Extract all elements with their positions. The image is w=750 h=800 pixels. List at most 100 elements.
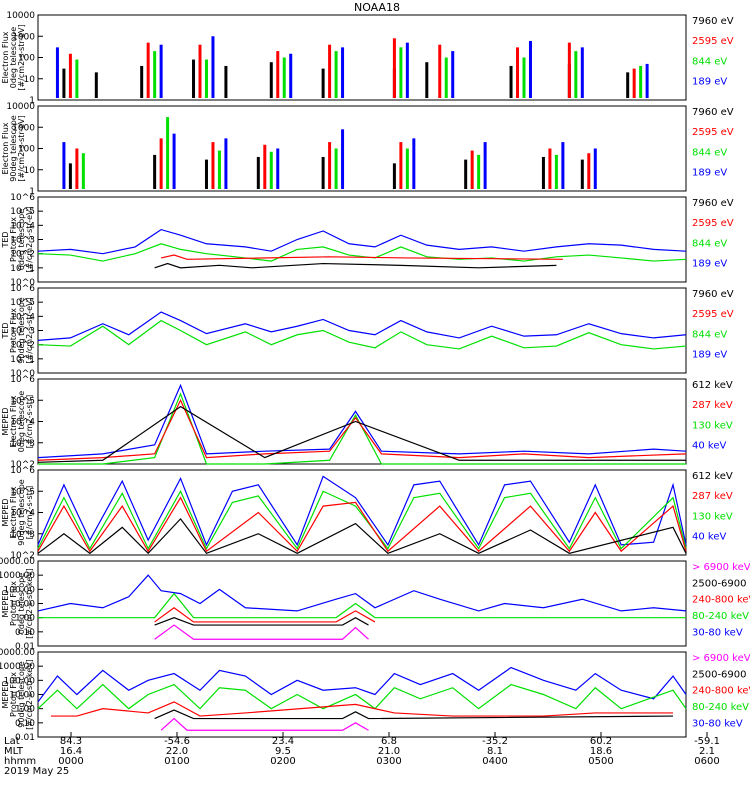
data-bar: [405, 148, 409, 189]
y-axis-label-line: Proton Flux: [9, 581, 18, 626]
y-tick-label: 100: [18, 145, 35, 155]
legend-entry: 130 keV: [692, 511, 733, 522]
data-bar: [289, 53, 293, 98]
data-bar: [554, 154, 558, 189]
y-axis-label: MEPED Proton Flux 0deg telescope [#/cm2-s-s…: [1, 568, 34, 639]
panel-frame: [37, 14, 687, 101]
legend-entry: 7960 eV: [692, 16, 734, 27]
data-bar: [68, 163, 72, 189]
y-axis-label-line: [#/cm2-s-str]: [25, 486, 34, 539]
data-bar: [593, 148, 597, 189]
time-tick-hhmm: 0300: [376, 756, 401, 767]
data-bar: [159, 44, 163, 98]
legend-entry: 612 keV: [692, 471, 733, 482]
series-line: [154, 262, 557, 269]
series-line: [37, 683, 687, 710]
y-axis-label-line: [#/cm2-s-str-eV]: [17, 115, 26, 181]
time-tick-mlt: 18.6: [590, 746, 612, 757]
data-bar: [392, 38, 396, 98]
data-bar: [580, 159, 584, 189]
data-bar: [645, 63, 649, 98]
data-bar: [412, 138, 416, 189]
y-tick-label: 0.01: [15, 642, 35, 652]
legend-entry: 2500-6900: [692, 578, 747, 589]
y-tick-label: 10^5: [10, 298, 35, 308]
y-axis-label: MEPED Electron Flux 0deg telescope [#/cm2-s…: [1, 391, 34, 452]
time-tick-mlt: 16.4: [60, 746, 82, 757]
data-bar: [217, 150, 221, 189]
data-bar: [62, 142, 66, 189]
time-tick-lat: 23.4: [272, 736, 294, 747]
data-bar: [438, 44, 442, 98]
data-bar: [282, 57, 286, 98]
data-bar: [587, 153, 591, 189]
data-bar: [509, 65, 513, 98]
y-tick-label: 10^5: [10, 487, 35, 497]
data-bar: [204, 159, 208, 189]
data-bar: [146, 42, 150, 98]
legend-entry: 7960 eV: [692, 198, 734, 209]
series-line: [37, 398, 687, 461]
y-tick-label: 1000.00: [0, 571, 35, 581]
y-axis-label-line: MEPED: [1, 681, 10, 709]
legend-entry: 2500-6900: [692, 669, 747, 680]
data-bar: [425, 62, 429, 98]
y-tick-label: 100: [18, 54, 35, 64]
data-bar: [639, 65, 643, 98]
legend-entry: 130 keV: [692, 420, 733, 431]
legend-entry: 287 keV: [692, 400, 733, 411]
legend-entry: 844 eV: [692, 329, 727, 340]
data-bar: [276, 148, 280, 189]
series-line: [37, 243, 687, 262]
data-bar: [159, 138, 163, 189]
data-bar: [464, 159, 468, 189]
data-bar: [580, 47, 584, 98]
y-axis-label-line: MEPED: [1, 408, 10, 436]
y-tick-label: 10: [24, 166, 36, 176]
legend-entry: 240-800 keV: [692, 686, 750, 697]
data-bar: [68, 53, 72, 98]
y-tick-label: 10.00: [9, 600, 35, 610]
legend-entry: 30-80 keV: [692, 718, 743, 729]
data-bar: [334, 51, 338, 98]
y-tick-label: 10^1: [10, 355, 35, 365]
y-axis-label-line: 0deg telescope: [9, 27, 18, 88]
y-tick-label: 10^6: [10, 466, 35, 476]
series-line: [37, 574, 687, 612]
y-axis-label-line: 90deg telescope: [17, 661, 26, 728]
y-tick-label: 10^6: [10, 375, 35, 385]
y-tick-label: 10^3: [10, 439, 35, 449]
data-bar: [75, 148, 79, 189]
y-tick-label: 10^4: [10, 312, 35, 322]
legend-entry: 40 keV: [692, 441, 726, 452]
data-bar: [399, 47, 403, 98]
time-tick-hhmm: 0100: [164, 756, 189, 767]
time-tick-lat: 84.3: [60, 736, 82, 747]
time-tick-lat: -35.2: [482, 736, 508, 747]
data-bar: [574, 51, 578, 98]
data-bar: [516, 47, 520, 98]
data-bar: [405, 42, 409, 98]
data-bar: [198, 44, 202, 98]
time-row-label: Lat: [4, 736, 20, 747]
series-line: [37, 517, 687, 555]
y-tick-label: 10: [24, 75, 36, 85]
y-tick-label: 10^4: [10, 221, 35, 231]
y-tick-label: 0.01: [15, 733, 35, 743]
series-line: [160, 254, 563, 260]
data-bar: [470, 150, 474, 189]
y-axis-label-line: Electron Flux: [9, 395, 18, 447]
series-line: [38, 592, 686, 619]
panel-6: 10^2 10^3 10^4 10^5 10^6 MEPED Electron Flux 90…: [1, 466, 733, 561]
y-tick-label: 10^3: [10, 530, 35, 540]
y-tick-label: 10000.00: [0, 557, 35, 567]
time-row-label: hhmm: [4, 756, 36, 767]
y-tick-label: 10^3: [10, 327, 35, 337]
data-bar: [541, 156, 545, 189]
y-tick-label: 0.10: [15, 719, 35, 729]
y-axis-label-line: Electron Flux: [9, 486, 18, 538]
time-tick-hhmm: 0400: [482, 756, 507, 767]
legend-entry: 40 keV: [692, 532, 726, 543]
y-axis-label: TED Proton Flux 0deg telescope [#/cm2-s-str…: [1, 206, 34, 272]
data-bar: [451, 51, 455, 98]
